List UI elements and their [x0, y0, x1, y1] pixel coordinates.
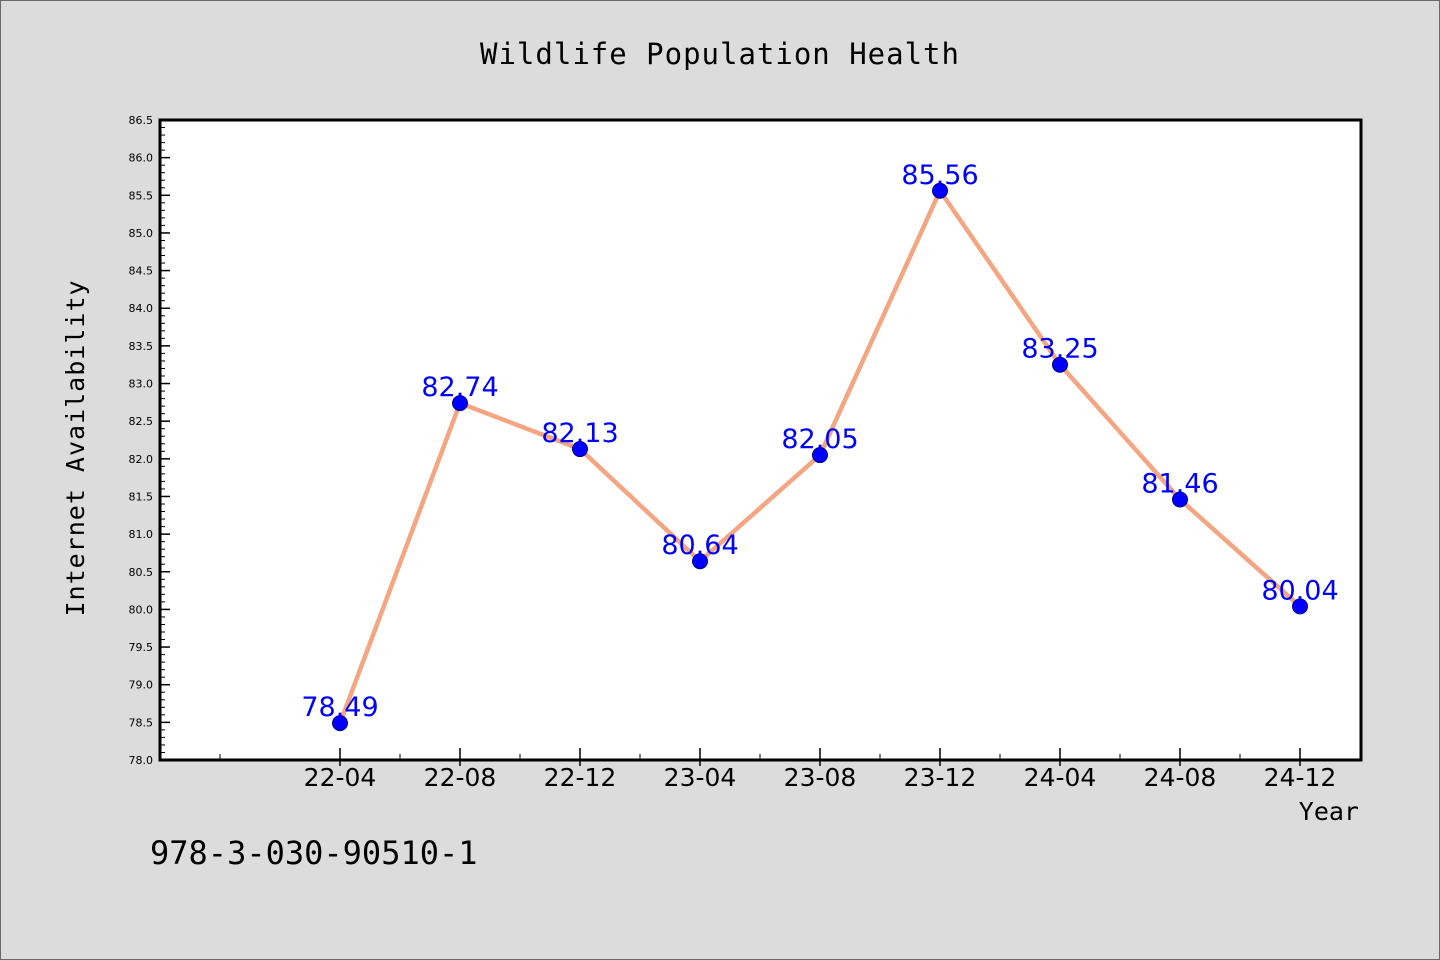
y-tick-label: 78.5 [129, 716, 154, 729]
footer-code: 978-3-030-90510-1 [150, 834, 478, 872]
x-tick-label: 22-12 [544, 763, 617, 792]
data-point [692, 553, 708, 570]
data-label: 82.05 [781, 424, 858, 455]
x-tick-label: 22-08 [424, 763, 497, 792]
data-point [1172, 491, 1188, 508]
x-tick-label: 23-04 [664, 763, 737, 792]
y-tick-label: 82.0 [129, 453, 154, 466]
x-tick-label: 24-08 [1144, 763, 1217, 792]
y-axis-label: Internet Availability [61, 279, 90, 616]
data-label: 82.74 [421, 372, 498, 403]
y-tick-label: 80.5 [129, 566, 154, 579]
data-point [332, 715, 348, 732]
y-tick-label: 81.5 [129, 490, 154, 503]
y-tick-label: 84.0 [129, 302, 154, 315]
y-tick-label: 83.5 [129, 340, 154, 353]
data-label: 85.56 [901, 160, 978, 191]
y-tick-label: 79.5 [129, 641, 154, 654]
data-labels: 78.49 82.74 82.13 80.64 82.05 85.56 83.25 81.46… [301, 160, 1338, 723]
data-label: 80.64 [661, 530, 738, 561]
data-label: 83.25 [1021, 334, 1098, 365]
data-markers [332, 182, 1308, 732]
chart-title: Wildlife Population Health [480, 37, 960, 71]
y-tick-label: 83.0 [129, 378, 154, 391]
y-tick-label: 79.0 [129, 679, 154, 692]
y-tick-label: 78.0 [129, 754, 154, 767]
x-tick-label: 23-12 [904, 763, 977, 792]
y-tick-label: 81.0 [129, 528, 154, 541]
x-tick-label: 22-04 [304, 763, 377, 792]
data-point [572, 441, 588, 458]
x-tick-label: 24-12 [1264, 763, 1337, 792]
y-tick-label: 84.5 [129, 265, 154, 278]
y-axis: 78.0 78.5 79.0 79.5 80.0 80.5 81.0 81.5 82.0 82.5… [129, 114, 170, 767]
x-axis-label: Year [1299, 797, 1359, 826]
y-tick-label: 86.5 [129, 114, 154, 127]
data-point [932, 182, 948, 199]
x-axis: 22-04 22-08 22-12 23-04 23-08 23-12 24-04 24-08… [219, 748, 1337, 792]
data-label: 78.49 [301, 692, 378, 723]
data-label: 81.46 [1141, 468, 1218, 499]
y-tick-label: 86.0 [129, 152, 154, 165]
y-tick-label: 85.0 [129, 227, 154, 240]
y-tick-label: 85.5 [129, 189, 154, 202]
y-tick-label: 80.0 [129, 603, 154, 616]
plot-area [158, 118, 1363, 762]
data-label: 80.04 [1261, 575, 1338, 606]
data-label: 82.13 [541, 418, 618, 449]
x-tick-label: 23-08 [784, 763, 857, 792]
data-point [812, 447, 828, 464]
data-point [1292, 598, 1308, 615]
data-point [1052, 356, 1068, 373]
data-point [452, 395, 468, 412]
y-tick-label: 82.5 [129, 415, 154, 428]
x-tick-label: 24-04 [1024, 763, 1097, 792]
